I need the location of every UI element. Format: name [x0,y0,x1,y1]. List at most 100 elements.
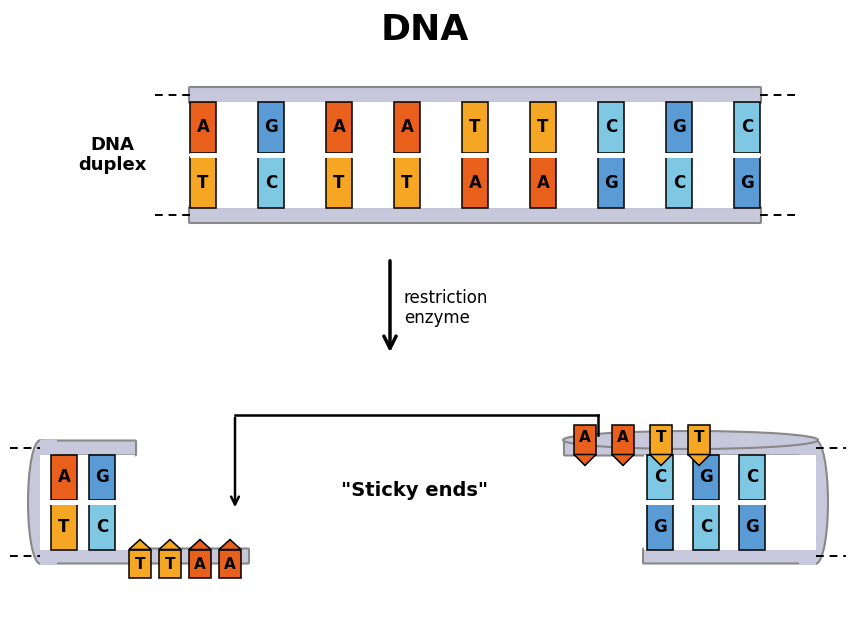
Bar [647,454,673,500]
Text: T: T [694,431,705,446]
Bar [258,157,284,208]
Text: C: C [741,119,753,137]
Text: T: T [469,119,481,137]
Polygon shape [650,454,672,466]
Bar [799,439,816,565]
Text: A: A [58,468,71,486]
Bar [693,504,719,550]
Text: C: C [745,468,758,486]
Text: DNA
duplex: DNA duplex [78,135,146,174]
Text: A: A [332,119,345,137]
Text: A: A [468,173,481,192]
Bar [326,157,352,208]
Bar [650,424,672,454]
Text: G: G [672,119,686,137]
Polygon shape [612,454,634,466]
Text: restriction
enzyme: restriction enzyme [404,288,489,328]
Text: G: G [95,468,109,486]
Bar [574,424,596,454]
Text: T: T [197,173,209,192]
Text: G: G [740,173,754,192]
Bar [326,102,352,153]
Ellipse shape [28,441,52,563]
Bar [739,504,765,550]
Text: T: T [655,431,666,446]
Bar [734,102,760,153]
Bar [129,550,151,577]
Bar [530,102,556,153]
Polygon shape [159,540,181,550]
Bar [190,152,760,157]
Text: T: T [333,173,345,192]
Text: A: A [196,119,209,137]
Text: T: T [401,173,413,192]
Bar [89,504,115,550]
Text: "Sticky ends": "Sticky ends" [342,480,489,499]
Bar [394,157,420,208]
Text: A: A [224,557,235,572]
Polygon shape [129,540,151,550]
Bar [647,504,673,550]
Text: A: A [400,119,413,137]
Bar [693,454,719,500]
Text: G: G [264,119,278,137]
FancyBboxPatch shape [564,441,817,456]
Bar [190,102,216,153]
Text: A: A [617,431,629,446]
Text: G: G [653,518,667,536]
Bar [462,157,488,208]
Text: A: A [579,431,591,446]
Text: A: A [536,173,549,192]
Bar [462,102,488,153]
Text: C: C [673,173,685,192]
Bar [190,157,216,208]
Polygon shape [688,454,710,466]
Ellipse shape [804,441,828,563]
Bar [159,550,181,577]
Text: T: T [165,557,175,572]
Text: A: A [194,557,206,572]
Text: G: G [745,518,759,536]
Text: C: C [654,468,666,486]
Text: C: C [96,518,108,536]
Bar [644,454,816,550]
Bar [219,550,241,577]
Bar [89,454,115,500]
Bar [688,424,710,454]
Bar [612,424,634,454]
Bar [189,550,211,577]
Bar [40,499,135,504]
Bar [394,102,420,153]
Polygon shape [219,540,241,550]
Bar [644,499,816,504]
Bar [40,439,57,565]
Bar [598,102,624,153]
Text: C: C [265,173,277,192]
Ellipse shape [563,431,818,449]
Bar [666,102,692,153]
Text: DNA: DNA [381,13,469,47]
Text: C: C [605,119,617,137]
Bar [51,454,77,500]
Bar [739,454,765,500]
Text: C: C [700,518,712,536]
Bar [258,102,284,153]
Text: T: T [135,557,145,572]
Polygon shape [189,540,211,550]
FancyBboxPatch shape [189,207,761,223]
Bar [190,102,760,208]
FancyBboxPatch shape [643,548,817,563]
FancyBboxPatch shape [39,548,249,563]
Polygon shape [574,454,596,466]
Bar [530,157,556,208]
FancyBboxPatch shape [39,441,136,456]
Text: G: G [604,173,618,192]
Bar [734,157,760,208]
Bar [666,157,692,208]
Bar [598,157,624,208]
Text: G: G [699,468,713,486]
FancyBboxPatch shape [189,87,761,103]
Bar [40,454,135,550]
Bar [51,504,77,550]
Text: T: T [537,119,549,137]
